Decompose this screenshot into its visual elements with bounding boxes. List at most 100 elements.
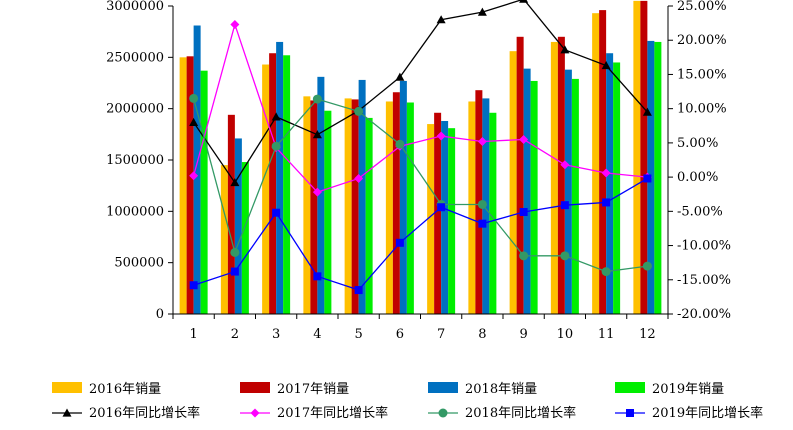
line-point-3-10: [560, 251, 570, 261]
bar-4-6: [406, 102, 414, 314]
legend-swatch-bar-3: [428, 382, 458, 393]
y2-tick-label: 10.00%: [677, 102, 727, 117]
line-point-1-3: [271, 112, 281, 121]
line-point-2-2: [230, 19, 240, 29]
bar-3-10: [564, 69, 572, 314]
line-series-1: [193, 0, 648, 184]
y2-tick-label: -5.00%: [677, 204, 723, 219]
bar-1-10: [550, 41, 558, 314]
y-tick-label: 0: [156, 307, 164, 322]
legend-label-line-3: 2018年同比增长率: [465, 405, 576, 421]
bar-1-6: [385, 101, 393, 314]
line-point-3-12: [642, 261, 652, 271]
line-point-1-12: [642, 107, 652, 116]
bar-2-9: [516, 36, 524, 315]
bar-4-1: [200, 70, 208, 315]
y2-tick-label: 5.00%: [677, 136, 718, 151]
bar-1-3: [262, 64, 270, 315]
bar-1-11: [592, 13, 600, 314]
line-point-2-7: [436, 131, 446, 141]
line-point-3-1: [189, 93, 199, 103]
line-point-1-4: [312, 130, 322, 139]
bar-1-4: [303, 96, 311, 314]
bar-1-8: [468, 101, 476, 314]
legend-marker-1: [62, 408, 72, 417]
line-point-4-10: [560, 201, 569, 210]
bar-4-2: [241, 162, 249, 314]
bar-4-12: [654, 41, 662, 314]
legend-marker-2: [250, 408, 260, 418]
line-series-3: [192, 98, 648, 273]
legend-swatch-bar-1: [52, 382, 82, 393]
legend-label-line-2: 2017年同比增长率: [277, 405, 388, 421]
line-point-2-10: [560, 160, 570, 170]
line-point-4-2: [230, 267, 239, 276]
x-tick-label: 4: [313, 327, 321, 342]
bar-series-group: [179, 0, 662, 315]
legend-marker-3: [438, 408, 448, 418]
line-point-3-3: [271, 141, 281, 151]
bar-2-1: [186, 56, 194, 314]
bar-3-3: [276, 41, 284, 314]
bar-4-9: [530, 80, 538, 315]
bar-4-8: [489, 112, 497, 314]
axes-group: 0 500000 1000000 1500000 2000000 2500000 30000…: [106, 0, 731, 342]
line-point-3-8: [477, 199, 487, 209]
x-tick-label: 12: [639, 327, 656, 342]
bar-2-7: [434, 112, 442, 314]
line-point-3-4: [312, 94, 322, 104]
bar-4-7: [448, 128, 456, 314]
x-tick-label: 8: [478, 327, 486, 342]
line-point-2-5: [354, 173, 364, 183]
bar-4-4: [324, 110, 332, 314]
x-tick-label: 2: [231, 327, 239, 342]
line-point-1-7: [436, 15, 446, 24]
line-point-2-9: [519, 134, 529, 144]
bar-2-3: [269, 53, 277, 315]
line-point-4-1: [189, 281, 198, 290]
x-tick-label: 5: [354, 327, 362, 342]
line-point-3-6: [395, 139, 405, 149]
legend-label-line-1: 2016年同比增长率: [89, 405, 200, 421]
bar-3-5: [358, 79, 366, 314]
y-tick-label: 500000: [114, 256, 164, 271]
line-point-4-8: [478, 219, 487, 228]
bar-4-10: [571, 78, 579, 314]
x-tick-label: 11: [598, 327, 615, 342]
y2-tick-label: -10.00%: [677, 239, 731, 254]
line-series-4: [193, 177, 648, 291]
line-point-4-3: [272, 208, 281, 217]
x-tick-label: 6: [396, 327, 404, 342]
line-point-2-1: [189, 171, 199, 181]
bar-2-4: [310, 100, 318, 314]
line-point-4-4: [313, 272, 322, 281]
bar-1-5: [344, 98, 352, 315]
bar-2-11: [599, 10, 607, 315]
bar-4-11: [613, 62, 621, 314]
y2-tick-label: 20.00%: [677, 33, 727, 48]
line-point-1-11: [601, 61, 611, 70]
legend-swatch-bar-2: [240, 382, 270, 393]
bar-2-10: [557, 36, 565, 315]
line-point-3-5: [354, 106, 364, 116]
bar-3-7: [441, 120, 449, 314]
bar-3-1: [193, 25, 201, 315]
bar-3-11: [606, 53, 614, 315]
line-point-4-5: [354, 286, 363, 295]
line-point-1-2: [230, 178, 240, 187]
x-tick-label: 3: [272, 327, 280, 342]
line-point-2-8: [477, 137, 487, 147]
x-tick-label: 7: [437, 327, 445, 342]
bar-3-9: [523, 68, 531, 314]
y2-tick-label: -15.00%: [677, 273, 731, 288]
bar-2-2: [227, 114, 235, 315]
y2-tick-label: 25.00%: [677, 0, 727, 14]
bar-1-7: [427, 124, 435, 314]
line-point-4-11: [602, 198, 611, 207]
line-point-1-1: [189, 117, 199, 126]
bar-2-6: [392, 92, 400, 315]
legend-label-bar-4: 2019年销量: [652, 382, 724, 397]
bar-4-5: [365, 117, 373, 314]
bar-2-5: [351, 99, 359, 314]
